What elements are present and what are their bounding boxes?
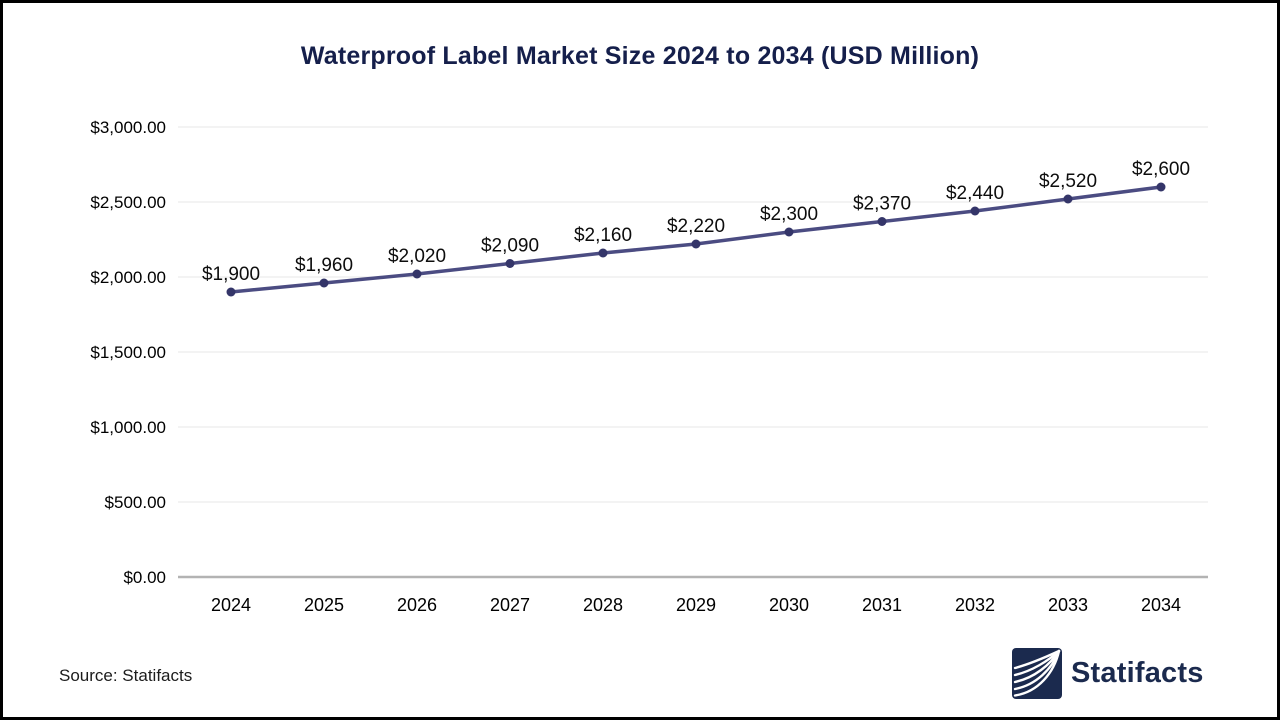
- x-tick-label: 2028: [583, 595, 623, 615]
- data-point-label: $2,600: [1132, 159, 1190, 180]
- data-point: [226, 287, 236, 297]
- y-tick-label: $1,000.00: [90, 418, 166, 437]
- data-point: [598, 248, 608, 258]
- chart-title: Waterproof Label Market Size 2024 to 203…: [300, 42, 980, 70]
- y-tick-label: $500.00: [105, 493, 166, 512]
- data-point-label: $2,020: [388, 246, 446, 267]
- data-point: [970, 206, 980, 216]
- x-tick-label: 2034: [1141, 595, 1181, 615]
- data-point-label: $2,440: [946, 183, 1004, 204]
- brand-logo: Statifacts: [1012, 648, 1204, 699]
- source-label: Source: Statifacts: [59, 666, 193, 685]
- x-tick-label: 2031: [862, 595, 902, 615]
- data-point-label: $2,520: [1039, 171, 1097, 192]
- x-tick-label: 2030: [769, 595, 809, 615]
- data-point-label: $1,900: [202, 264, 260, 285]
- brand-name: Statifacts: [1071, 657, 1204, 689]
- x-tick-label: 2027: [490, 595, 530, 615]
- x-tick-label: 2026: [397, 595, 437, 615]
- statifacts-logo-icon: [1012, 648, 1062, 699]
- x-tick-label: 2029: [676, 595, 716, 615]
- data-point-label: $2,160: [574, 225, 632, 246]
- data-point: [877, 217, 887, 226]
- x-tick-label: 2024: [211, 595, 251, 615]
- y-tick-label: $2,500.00: [90, 193, 166, 212]
- y-tick-label: $2,000.00: [90, 268, 166, 287]
- data-point: [412, 269, 422, 279]
- data-point-label: $2,090: [481, 236, 539, 257]
- data-point: [505, 259, 515, 268]
- data-point-label: $2,220: [667, 216, 725, 237]
- data-point: [784, 227, 794, 237]
- x-tick-label: 2032: [955, 595, 995, 615]
- data-point: [1156, 182, 1166, 192]
- y-tick-label: $1,500.00: [90, 343, 166, 362]
- data-point-label: $2,370: [853, 194, 911, 215]
- data-point-label: $1,960: [295, 255, 353, 276]
- x-tick-label: 2025: [304, 595, 344, 615]
- data-point: [691, 239, 701, 249]
- data-point: [319, 278, 329, 288]
- y-tick-label: $0.00: [123, 568, 166, 587]
- y-tick-label: $3,000.00: [90, 118, 166, 137]
- x-tick-label: 2033: [1048, 595, 1088, 615]
- data-point: [1063, 194, 1073, 204]
- data-point-label: $2,300: [760, 204, 818, 225]
